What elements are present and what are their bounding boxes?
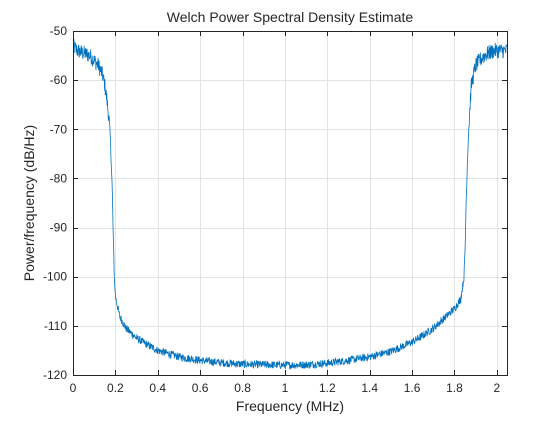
- x-tick-label: 1.2: [319, 381, 336, 395]
- y-tick-label: -70: [50, 122, 68, 136]
- x-tick-label: 2: [493, 381, 500, 395]
- x-tick-label: 1.4: [361, 381, 378, 395]
- psd-line: [73, 38, 507, 370]
- chart-title: Welch Power Spectral Density Estimate: [167, 9, 414, 25]
- axes-background: [73, 31, 507, 375]
- y-tick-labels: -120 -110 -100 -90 -80 -70 -60 -50: [43, 24, 67, 382]
- y-tick-label: -50: [50, 24, 68, 38]
- x-tick-label: 0.8: [234, 381, 251, 395]
- y-tick-label: -100: [43, 270, 67, 284]
- x-tick-labels: 0 0.2 0.4 0.6 0.8 1 1.2 1.4 1.6 1.8 2: [70, 381, 501, 395]
- y-tick-label: -90: [50, 221, 68, 235]
- x-tick-label: 1: [282, 381, 289, 395]
- x-tick-label: 0: [70, 381, 77, 395]
- x-tick-label: 1.8: [446, 381, 463, 395]
- y-tick-label: -80: [50, 171, 68, 185]
- x-tick-label: 0.2: [107, 381, 124, 395]
- x-tick-label: 0.6: [192, 381, 209, 395]
- y-axis-label: Power/frequency (dB/Hz): [21, 125, 37, 281]
- x-tick-label: 0.4: [149, 381, 166, 395]
- y-tick-label: -120: [43, 368, 67, 382]
- ticks: [73, 31, 507, 376]
- axes-box: [73, 31, 508, 376]
- y-tick-label: -60: [50, 73, 68, 87]
- y-tick-label: -110: [44, 319, 67, 333]
- x-axis-label: Frequency (MHz): [236, 398, 344, 414]
- x-tick-label: 1.6: [404, 381, 421, 395]
